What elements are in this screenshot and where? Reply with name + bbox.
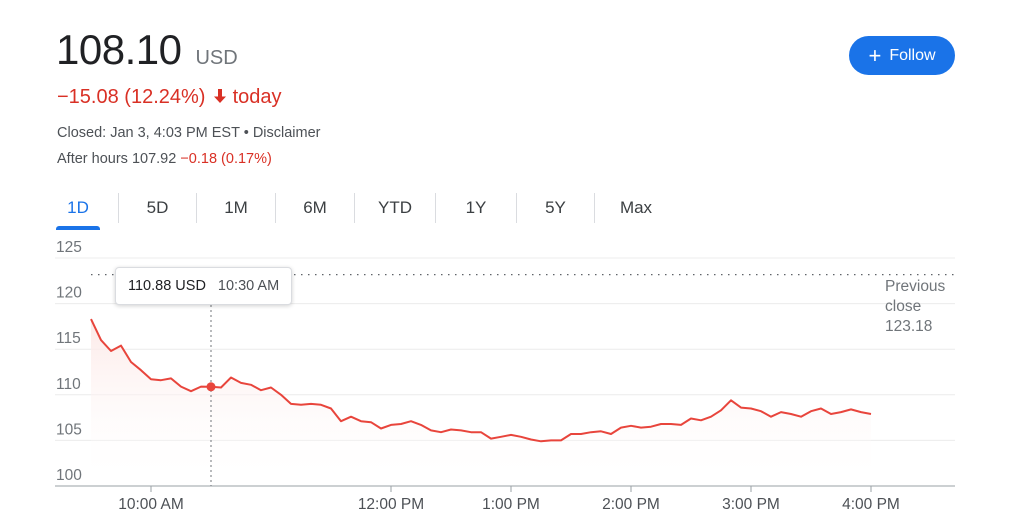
range-tabs: 1D 5D 1M 6M YTD 1Y 5Y Max [56, 190, 677, 230]
x-tick-label: 3:00 PM [722, 496, 780, 513]
tab-1y[interactable]: 1Y [465, 198, 487, 217]
previous-close-text-2: close [885, 298, 922, 315]
plus-icon: + [868, 42, 882, 68]
follow-button-label: Follow [889, 46, 936, 64]
tooltip-value: 110.88 USD [128, 278, 206, 294]
y-tick-label: 120 [56, 285, 82, 302]
tab-divider [594, 193, 595, 223]
price-chart[interactable]: 100 105 110 115 120 125 10:00 AM 12:00 PM 1:00 P… [0, 240, 1024, 521]
x-tick-label: 10:00 AM [118, 496, 184, 513]
y-tick-label: 125 [56, 240, 82, 256]
tab-1d[interactable]: 1D [56, 190, 100, 230]
tab-5d[interactable]: 5D [146, 198, 169, 217]
y-tick-label: 110 [56, 376, 81, 393]
tab-divider [354, 193, 355, 223]
area-fill [91, 319, 871, 486]
tab-divider [118, 193, 119, 223]
chart-area-fill [91, 319, 871, 486]
previous-close-label: Previous close 123.18 [885, 277, 945, 337]
y-tick-label: 115 [56, 330, 81, 347]
price-change-value: −15.08 (12.24%) [57, 86, 206, 108]
chart-axes: 100 105 110 115 120 125 10:00 AM 12:00 PM 1:00 P… [56, 240, 900, 513]
follow-button[interactable]: + Follow [849, 36, 955, 75]
tab-divider [516, 193, 517, 223]
tooltip-time: 10:30 AM [217, 278, 280, 294]
tab-1m[interactable]: 1M [224, 198, 248, 217]
tab-divider [275, 193, 276, 223]
after-hours: After hours 107.92 −0.18 (0.17%) [57, 151, 272, 167]
tab-6m[interactable]: 6M [303, 198, 327, 217]
x-tick-label: 12:00 PM [358, 496, 424, 513]
previous-close-text-1: Previous [885, 278, 946, 295]
chart-hover [206, 300, 216, 486]
y-tick-label: 105 [56, 421, 82, 438]
hover-point [206, 382, 216, 392]
chart-tooltip: 110.88 USD 10:30 AM [115, 267, 293, 305]
after-hours-change: −0.18 (0.17%) [180, 151, 272, 167]
currency-label: USD [195, 47, 238, 69]
tab-5y[interactable]: 5Y [545, 198, 566, 217]
x-tick-label: 1:00 PM [482, 496, 540, 513]
price-change-period: today [232, 86, 282, 108]
market-status: Closed: Jan 3, 4:03 PM EST • Disclaimer [57, 125, 321, 141]
x-tick-label: 2:00 PM [602, 496, 660, 513]
tab-divider [196, 193, 197, 223]
after-hours-label: After hours 107.92 [57, 151, 177, 167]
tab-divider [435, 193, 436, 223]
quote-header: 108.10 USD [56, 26, 238, 74]
previous-close-value: 123.18 [885, 318, 933, 335]
y-tick-label: 100 [56, 467, 82, 484]
price-change: −15.08 (12.24%) today [57, 86, 282, 109]
chart-series-line [90, 318, 872, 443]
current-price: 108.10 [56, 26, 182, 73]
tab-ytd[interactable]: YTD [378, 198, 412, 217]
series-line [90, 318, 872, 443]
tab-max[interactable]: Max [619, 198, 653, 217]
arrow-down-icon [213, 86, 227, 109]
x-tick-label: 4:00 PM [842, 496, 900, 513]
